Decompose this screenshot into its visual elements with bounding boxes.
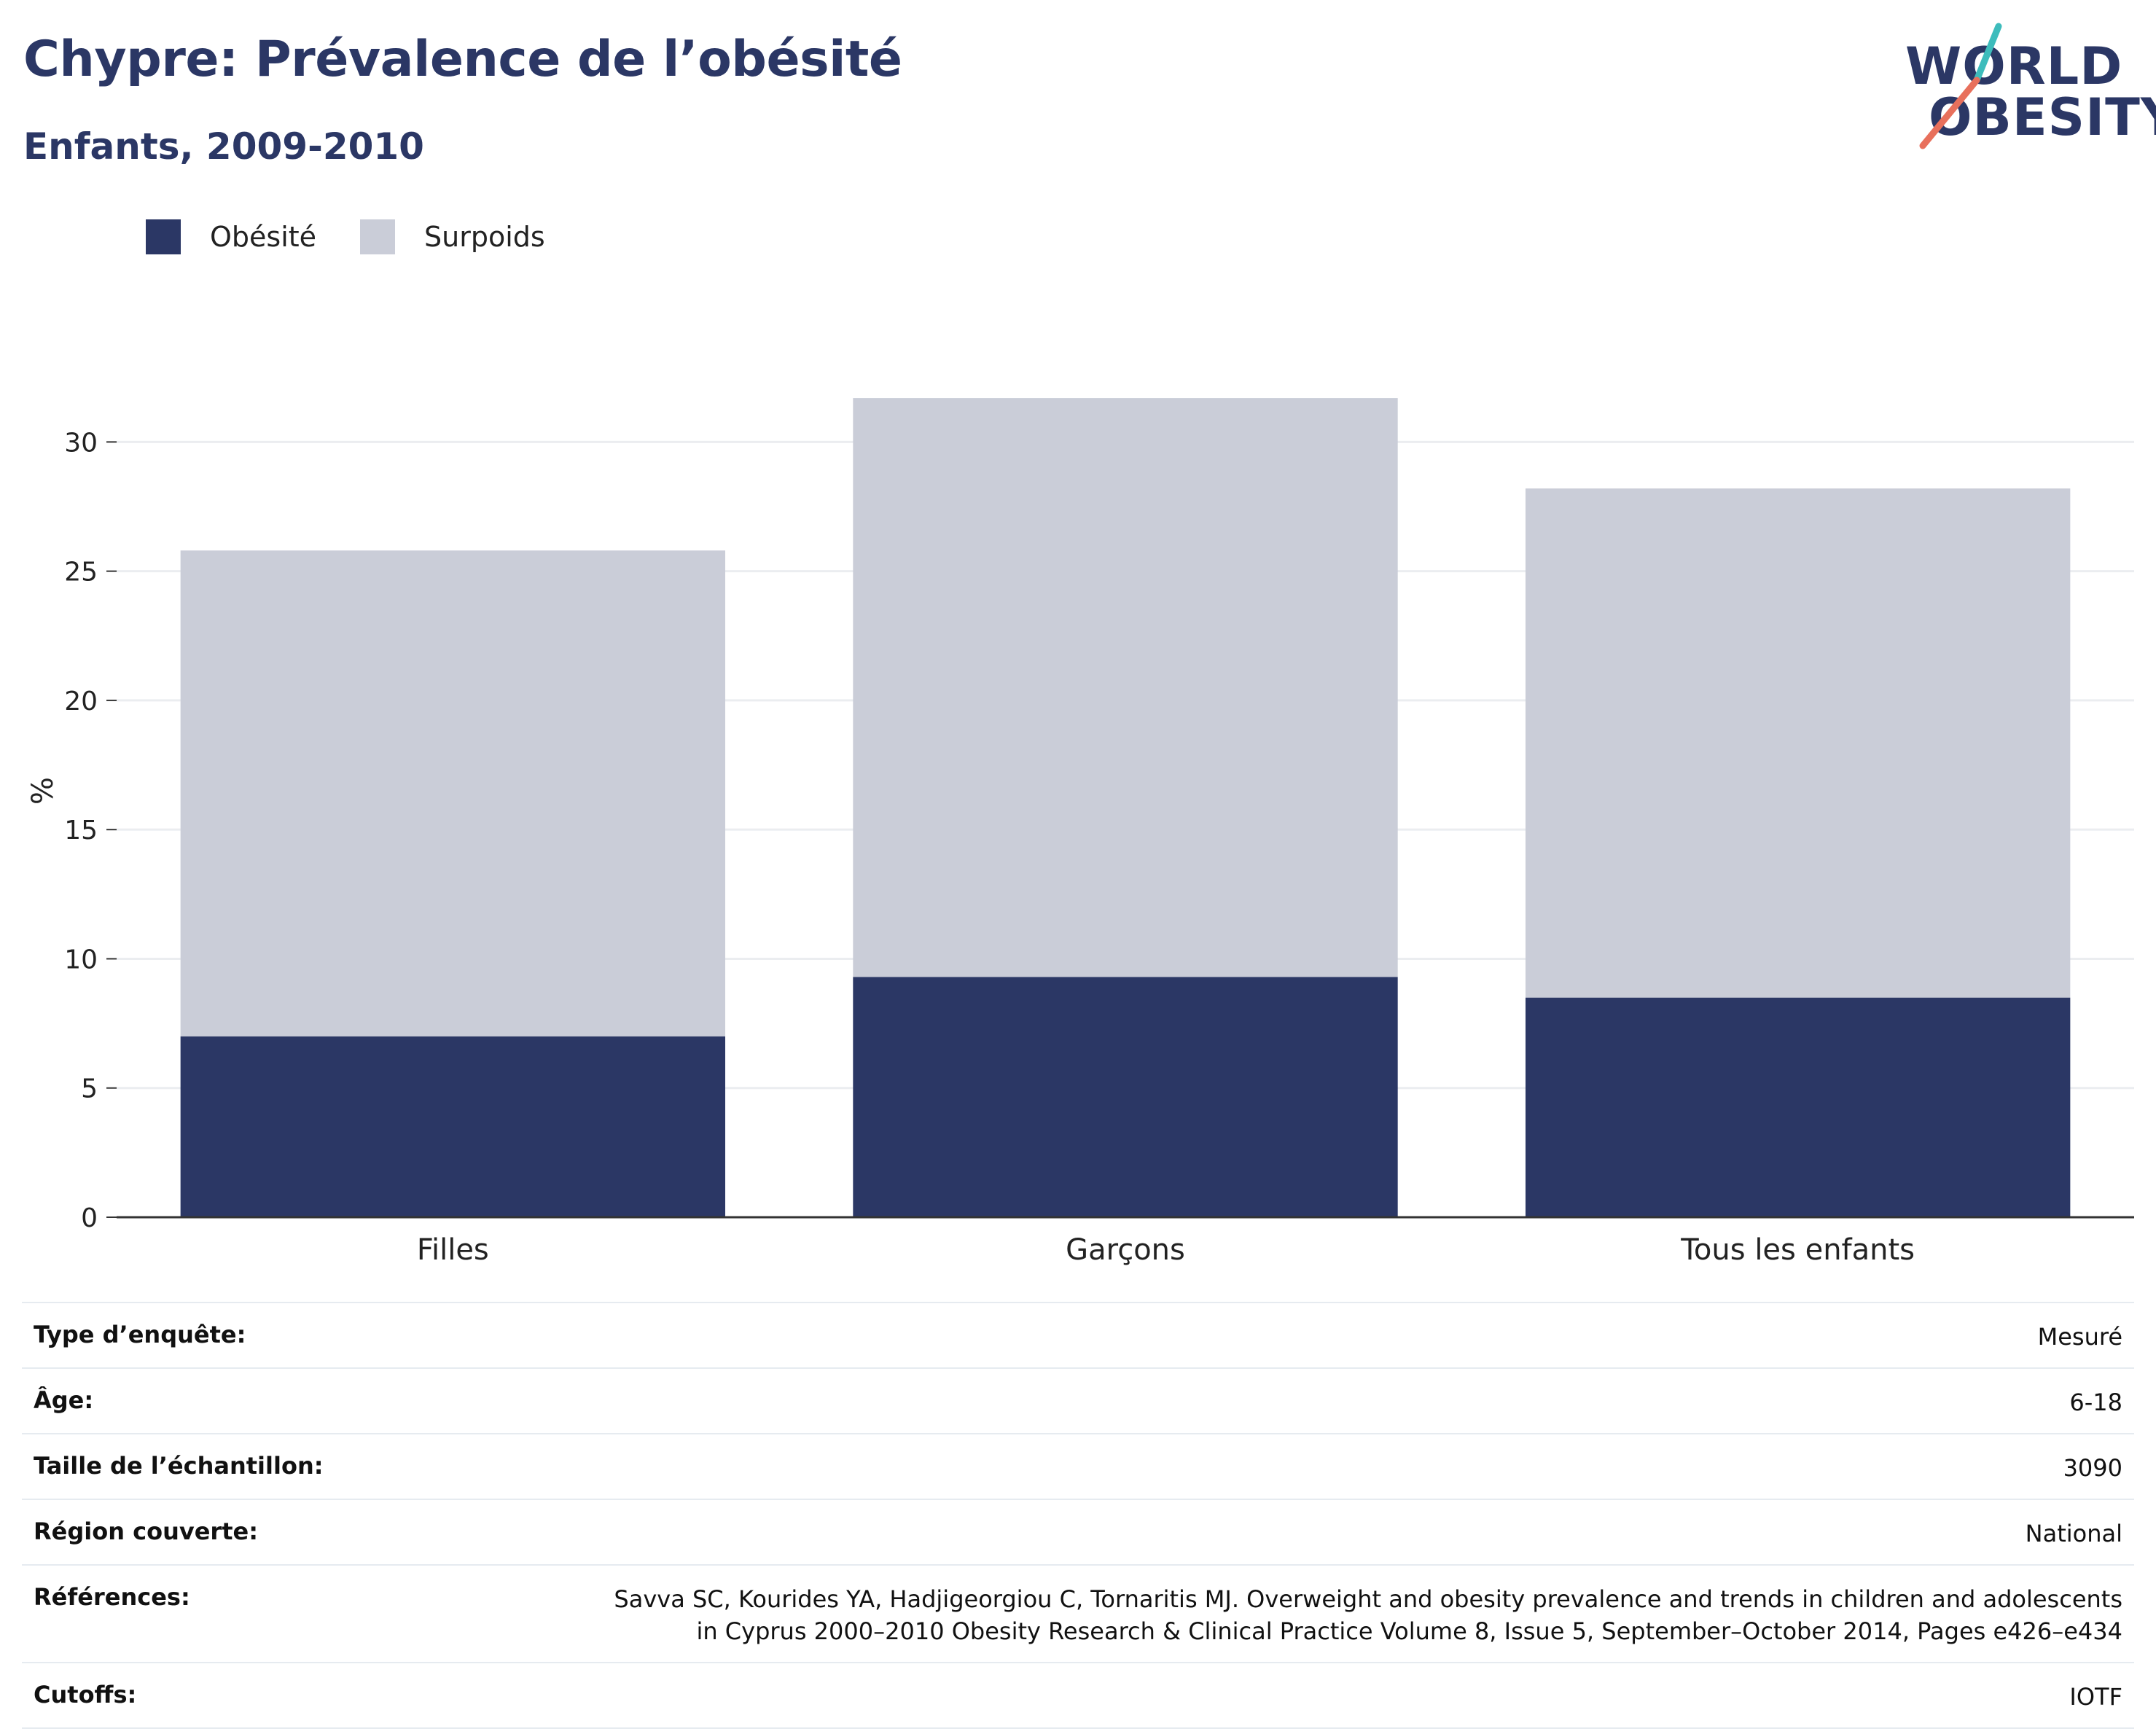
details-label: Âge: <box>34 1386 94 1414</box>
details-value: National <box>2025 1520 2122 1547</box>
details-value: IOTF <box>2069 1683 2122 1711</box>
legend-swatch-surpoids <box>360 219 396 254</box>
world-obesity-logo: WORLD OBESITY <box>1895 22 2156 153</box>
chart-legend: Obésité Surpoids <box>146 219 589 255</box>
chart-title: Chypre: Prévalence de l’obésité <box>23 31 902 88</box>
x-tick-label: Filles <box>417 1233 489 1267</box>
bar-chart: 0 5 10 15 20 25 30% Filles Garçons Tous les enfan… <box>26 398 2134 1267</box>
x-tick-label: Tous les enfants <box>1680 1233 1915 1267</box>
logo-slash-icon <box>1919 23 2002 149</box>
details-row-age: Âge: 6-18 <box>22 1369 2134 1434</box>
y-tick-label: 20 <box>64 687 98 716</box>
legend-label-surpoids: Surpoids <box>424 221 545 253</box>
logo-line-1: WORLD <box>1905 36 2123 96</box>
legend-label-obesite: Obésité <box>210 221 317 253</box>
details-label: Région couverte: <box>34 1518 258 1545</box>
x-tick-label: Garçons <box>1066 1233 1185 1267</box>
bar-surpoids <box>180 550 726 1036</box>
y-axis-label: % <box>26 777 60 805</box>
y-tick-label: 15 <box>64 816 98 845</box>
y-tick-label: 30 <box>64 428 98 458</box>
details-row-survey-type: Type d’enquête: Mesuré <box>22 1303 2134 1369</box>
details-row-references: Références: Savva SC, Kourides YA, Hadji… <box>22 1566 2134 1663</box>
bar-obesite <box>180 1036 726 1217</box>
details-label: Références: <box>34 1583 190 1611</box>
bar-surpoids <box>853 398 1398 977</box>
details-value: 6-18 <box>2069 1389 2122 1416</box>
logo-line-2: OBESITY <box>1929 87 2156 147</box>
chart-subtitle: Enfants, 2009-2010 <box>23 125 424 168</box>
bar-obesite <box>853 977 1398 1217</box>
bar-obesite <box>1525 997 2071 1217</box>
details-value: Mesuré <box>2037 1323 2122 1351</box>
bar-surpoids <box>1525 488 2071 998</box>
details-row-sample-size: Taille de l’échantillon: 3090 <box>22 1434 2134 1500</box>
details-row-region: Région couverte: National <box>22 1500 2134 1566</box>
legend-item-obesite[interactable]: Obésité <box>146 219 316 254</box>
y-tick-label: 0 <box>81 1203 98 1233</box>
details-value: Savva SC, Kourides YA, Hadjigeorgiou C, … <box>614 1585 2122 1645</box>
y-tick-label: 10 <box>64 945 98 975</box>
y-tick-label: 25 <box>64 558 98 587</box>
y-tick-label: 5 <box>81 1074 98 1104</box>
details-table: Type d’enquête: Mesuré Âge: 6-18 Taille … <box>22 1302 2134 1729</box>
details-label: Cutoffs: <box>34 1681 137 1708</box>
legend-item-surpoids[interactable]: Surpoids <box>360 219 545 254</box>
details-label: Taille de l’échantillon: <box>34 1452 324 1480</box>
details-row-cutoffs: Cutoffs: IOTF <box>22 1663 2134 1729</box>
details-label: Type d’enquête: <box>34 1321 246 1348</box>
details-value: 3090 <box>2063 1454 2122 1482</box>
legend-swatch-obesite <box>146 219 181 254</box>
